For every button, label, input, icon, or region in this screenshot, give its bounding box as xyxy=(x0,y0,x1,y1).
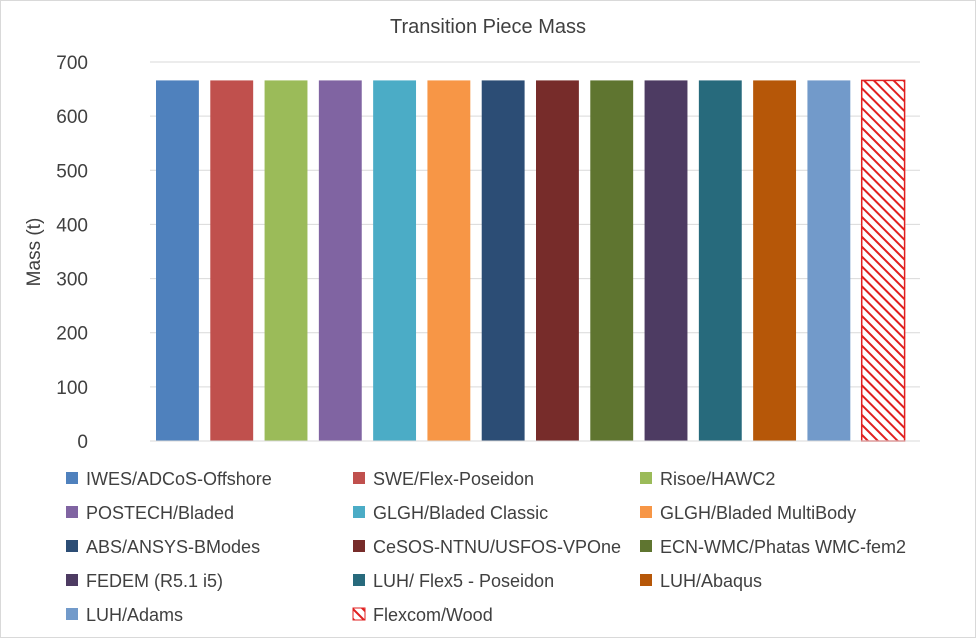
legend-item: ECN-WMC/Phatas WMC-fem2 xyxy=(640,537,906,557)
legend-label: ECN-WMC/Phatas WMC-fem2 xyxy=(660,537,906,557)
legend-swatch xyxy=(353,506,365,518)
y-axis-label: Mass (t) xyxy=(24,218,45,287)
legend-swatch xyxy=(640,574,652,586)
bar-4 xyxy=(318,80,362,441)
legend-item: CeSOS-NTNU/USFOS-VPOne xyxy=(353,537,621,557)
bar-5 xyxy=(373,80,417,441)
bar-9 xyxy=(590,80,634,441)
legend-item: GLGH/Bladed MultiBody xyxy=(640,503,856,523)
bar-6 xyxy=(427,80,471,441)
legend-item: SWE/Flex-Poseidon xyxy=(353,469,534,489)
bar-1 xyxy=(156,80,199,441)
legend-label: GLGH/Bladed MultiBody xyxy=(660,503,856,523)
legend-label: LUH/Abaqus xyxy=(660,571,762,591)
y-tick-label: 100 xyxy=(56,378,88,399)
y-tick-labels: 0 100 200 300 400 500 600 700 xyxy=(56,53,88,453)
legend-swatch xyxy=(640,540,652,552)
legend-swatch xyxy=(353,574,365,586)
legend-item: IWES/ADCoS-Offshore xyxy=(66,469,272,489)
bar-12 xyxy=(753,80,797,441)
y-tick-label: 700 xyxy=(56,53,88,74)
legend-label: GLGH/Bladed Classic xyxy=(373,503,548,523)
legend: IWES/ADCoS-Offshore SWE/Flex-Poseidon Riso… xyxy=(66,469,906,625)
legend-item: FEDEM (R5.1 i5) xyxy=(66,571,223,591)
y-tick-label: 400 xyxy=(56,215,88,236)
legend-label: Risoe/HAWC2 xyxy=(660,469,775,489)
legend-item: Flexcom/Wood xyxy=(352,605,493,625)
legend-swatch xyxy=(353,540,365,552)
legend-swatch xyxy=(640,506,652,518)
legend-swatch xyxy=(352,607,366,621)
bars xyxy=(156,79,906,442)
y-tick-label: 500 xyxy=(56,161,88,182)
legend-label: ABS/ANSYS-BModes xyxy=(86,537,260,557)
y-tick-label: 200 xyxy=(56,324,88,345)
legend-item: POSTECH/Bladed xyxy=(66,503,234,523)
bar-14 xyxy=(860,79,906,442)
bar-3 xyxy=(264,80,308,441)
legend-swatch xyxy=(66,540,78,552)
bar-2 xyxy=(210,80,254,441)
legend-label: CeSOS-NTNU/USFOS-VPOne xyxy=(373,537,621,557)
legend-item: Risoe/HAWC2 xyxy=(640,469,775,489)
legend-swatch xyxy=(66,472,78,484)
bar-7 xyxy=(481,80,525,441)
legend-item: ABS/ANSYS-BModes xyxy=(66,537,260,557)
legend-label: Flexcom/Wood xyxy=(373,605,493,625)
legend-label: LUH/Adams xyxy=(86,605,183,625)
legend-label: SWE/Flex-Poseidon xyxy=(373,469,534,489)
legend-item: LUH/ Flex5 - Poseidon xyxy=(353,571,554,591)
chart-title: Transition Piece Mass xyxy=(390,16,586,38)
y-tick-label: 0 xyxy=(77,432,88,453)
bar-10 xyxy=(644,80,688,441)
bar-8 xyxy=(536,80,579,441)
legend-swatch xyxy=(66,574,78,586)
legend-label: POSTECH/Bladed xyxy=(86,503,234,523)
bar-13 xyxy=(807,80,851,441)
legend-label: LUH/ Flex5 - Poseidon xyxy=(373,571,554,591)
legend-swatch xyxy=(353,472,365,484)
y-tick-label: 600 xyxy=(56,107,88,128)
legend-swatch xyxy=(66,506,78,518)
legend-item: LUH/Adams xyxy=(66,605,183,625)
legend-swatch xyxy=(640,472,652,484)
legend-item: GLGH/Bladed Classic xyxy=(353,503,548,523)
y-tick-label: 300 xyxy=(56,270,88,291)
legend-label: FEDEM (R5.1 i5) xyxy=(86,571,223,591)
legend-label: IWES/ADCoS-Offshore xyxy=(86,469,272,489)
bar-11 xyxy=(698,80,742,441)
legend-item: LUH/Abaqus xyxy=(640,571,762,591)
legend-swatch xyxy=(66,608,78,620)
